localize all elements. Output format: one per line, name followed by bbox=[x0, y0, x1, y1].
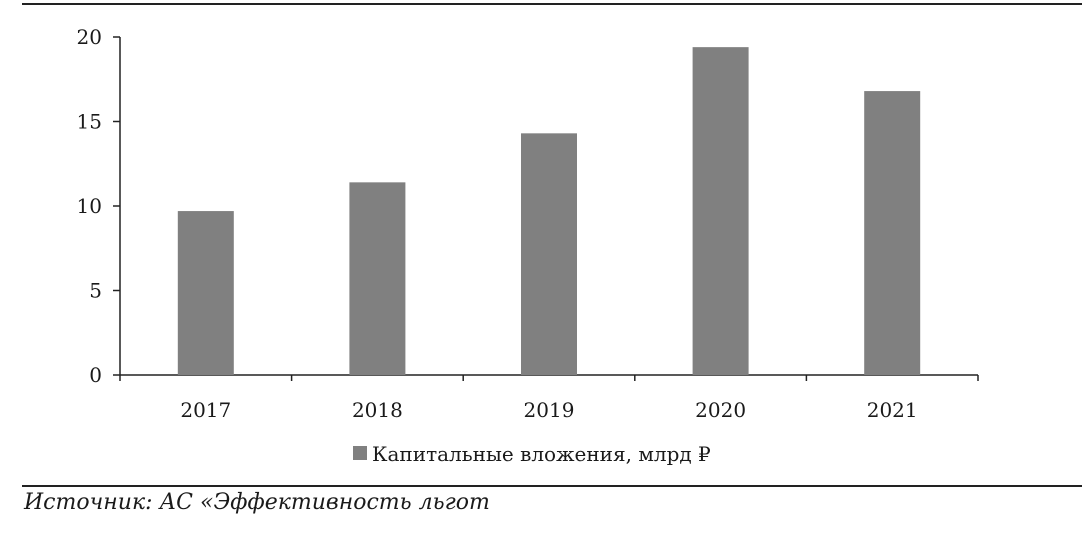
y-tick-label: 15 bbox=[77, 110, 102, 134]
x-tick-label: 2021 bbox=[867, 398, 918, 422]
bar bbox=[521, 133, 577, 375]
y-tick-label: 5 bbox=[89, 279, 102, 303]
legend-label: Капитальные вложения, млрд ₽ bbox=[372, 442, 711, 466]
bar-chart: 0 5 10 15 20 2017 2018 2019 2020 2021 Капитальны… bbox=[77, 25, 979, 466]
y-tick-label: 0 bbox=[89, 363, 102, 387]
y-axis: 0 5 10 15 20 bbox=[77, 25, 121, 387]
y-tick-label: 10 bbox=[77, 194, 102, 218]
bar bbox=[349, 182, 406, 375]
source-note: Источник: АС «Эффективность льгот bbox=[24, 490, 490, 515]
legend-swatch bbox=[353, 446, 367, 460]
bar bbox=[177, 211, 234, 375]
top-rule bbox=[22, 3, 1082, 5]
legend: Капитальные вложения, млрд ₽ bbox=[353, 442, 711, 466]
x-axis: 2017 2018 2019 2020 2021 bbox=[119, 374, 979, 422]
x-tick-label: 2019 bbox=[524, 398, 575, 422]
x-tick-label: 2020 bbox=[695, 398, 746, 422]
bottom-rule bbox=[22, 485, 1082, 487]
x-tick-label: 2017 bbox=[180, 398, 231, 422]
bar bbox=[692, 47, 749, 375]
y-tick-label: 20 bbox=[77, 25, 102, 49]
bar bbox=[864, 91, 921, 375]
x-tick-label: 2018 bbox=[352, 398, 403, 422]
bars bbox=[177, 47, 921, 375]
